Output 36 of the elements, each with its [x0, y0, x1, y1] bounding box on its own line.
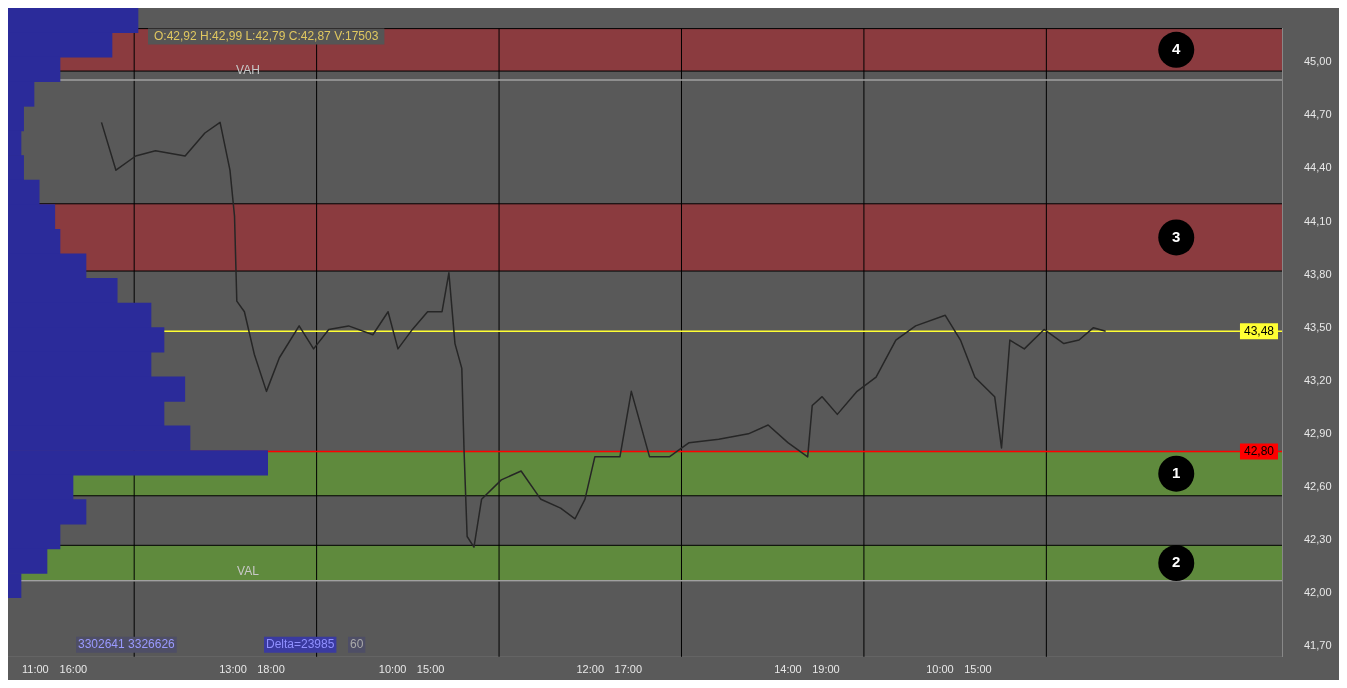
x-tick-label: 19:00 [812, 663, 840, 676]
y-tick-label: 43,80 [1304, 267, 1332, 280]
annotation: 3302641 3326626 [78, 637, 176, 652]
annotation: Delta=23985 [266, 637, 335, 652]
band-label: 2 [1172, 553, 1181, 571]
ref-line-label: 43,48 [1243, 323, 1275, 338]
annotation: O:42,92 H:42,99 L:42,79 C:42,87 V:17503 [154, 28, 379, 43]
x-tick-label: 16:00 [59, 663, 88, 676]
band-label: 4 [1172, 39, 1182, 57]
band-label: 3 [1172, 227, 1181, 245]
x-tick-label: 14:00 [774, 663, 802, 676]
x-tick-label: 17:00 [614, 663, 643, 676]
y-tick-label: 43,50 [1304, 320, 1332, 333]
y-tick-label: 42,60 [1304, 479, 1332, 492]
y-tick-label: 44,70 [1304, 108, 1332, 121]
x-tick-label: 11:00 [22, 663, 49, 676]
ref-line-label: VAH [236, 63, 260, 78]
annotation: 60 [350, 637, 364, 652]
y-tick-label: 45,00 [1304, 55, 1332, 68]
y-tick-label: 44,10 [1304, 214, 1332, 227]
x-tick-label: 13:00 [219, 663, 247, 676]
y-tick-label: 42,90 [1304, 426, 1332, 439]
y-tick-label: 44,40 [1304, 161, 1332, 174]
y-tick-label: 42,30 [1304, 533, 1332, 546]
x-tick-label: 15:00 [964, 663, 992, 676]
y-tick-label: 41,70 [1304, 639, 1332, 652]
x-tick-label: 10:00 [926, 663, 954, 676]
band-label: 1 [1172, 463, 1181, 481]
x-tick-label: 10:00 [378, 663, 407, 676]
y-tick-label: 43,20 [1304, 373, 1332, 386]
ref-line-label: 42,80 [1243, 443, 1275, 458]
y-tick-label: 42,00 [1304, 586, 1332, 599]
ref-line-label: VAL [237, 564, 260, 579]
x-tick-label: 18:00 [257, 663, 285, 676]
x-tick-label: 12:00 [576, 663, 605, 676]
x-tick-label: 15:00 [416, 663, 445, 676]
